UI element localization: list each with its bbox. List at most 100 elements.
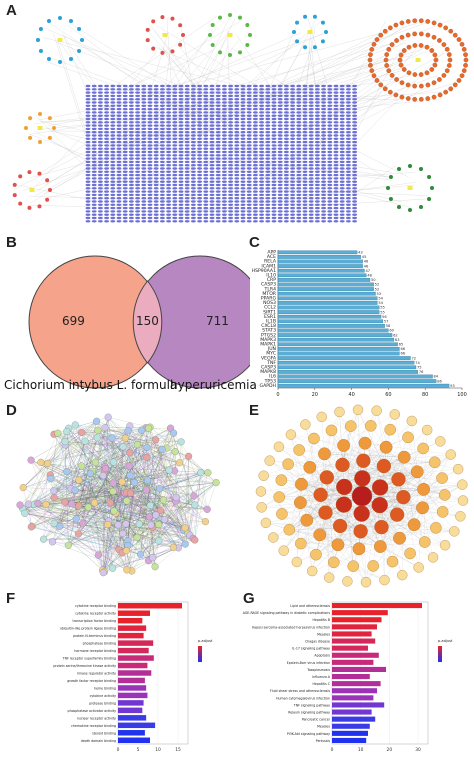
target-node bbox=[91, 157, 97, 160]
network-edge bbox=[339, 411, 364, 461]
target-node bbox=[184, 104, 190, 108]
target-node bbox=[346, 94, 351, 98]
target-node bbox=[203, 144, 209, 147]
target-node bbox=[296, 210, 302, 213]
ppi-node bbox=[130, 479, 138, 487]
target-node bbox=[228, 216, 234, 220]
target-node bbox=[110, 170, 116, 173]
target-node bbox=[160, 127, 165, 131]
target-node bbox=[222, 203, 227, 206]
target-node bbox=[284, 164, 289, 167]
target-node bbox=[98, 140, 103, 144]
target-node bbox=[122, 170, 128, 173]
target-node bbox=[240, 134, 246, 137]
target-node bbox=[315, 210, 320, 213]
target-node bbox=[265, 107, 271, 111]
target-node bbox=[327, 121, 333, 124]
target-node bbox=[160, 137, 165, 140]
ppi-edge bbox=[129, 475, 179, 548]
target-node bbox=[296, 193, 302, 197]
target-node bbox=[321, 131, 326, 134]
target-node bbox=[284, 177, 289, 180]
target-node bbox=[259, 173, 264, 177]
target-node bbox=[197, 147, 203, 150]
target-node bbox=[265, 144, 271, 147]
target-node bbox=[197, 190, 203, 193]
target-node bbox=[153, 147, 159, 150]
bar bbox=[277, 264, 363, 268]
target-node bbox=[184, 197, 190, 200]
target-node bbox=[265, 164, 271, 167]
compound-node bbox=[12, 182, 17, 187]
target-node bbox=[321, 114, 326, 117]
bar bbox=[332, 638, 376, 644]
target-node bbox=[246, 127, 252, 131]
target-node bbox=[333, 190, 339, 193]
category-label: TNF receptor superfamily binding bbox=[62, 657, 116, 661]
compound-node bbox=[178, 42, 183, 47]
target-node bbox=[346, 173, 351, 177]
target-node bbox=[98, 193, 103, 197]
target-node bbox=[110, 200, 116, 203]
target-node bbox=[234, 131, 240, 134]
target-node bbox=[178, 134, 184, 137]
target-node bbox=[222, 101, 227, 104]
target-node bbox=[153, 98, 159, 101]
target-node bbox=[85, 180, 91, 183]
target-node bbox=[278, 545, 289, 556]
plot-area bbox=[331, 601, 429, 745]
target-node bbox=[98, 84, 103, 88]
target-node bbox=[153, 183, 159, 187]
target-node bbox=[284, 144, 289, 147]
target-node bbox=[333, 177, 339, 180]
target-node bbox=[397, 450, 411, 464]
target-node bbox=[449, 526, 460, 537]
target-node bbox=[110, 197, 116, 200]
target-node bbox=[346, 124, 351, 127]
target-node bbox=[197, 187, 203, 190]
target-node bbox=[339, 144, 345, 147]
target-node bbox=[265, 193, 271, 197]
target-node bbox=[296, 177, 302, 180]
target-node bbox=[271, 124, 277, 127]
target-node bbox=[346, 167, 351, 170]
ppi-edge bbox=[28, 471, 105, 505]
target-node bbox=[191, 183, 196, 187]
ppi-edge bbox=[75, 424, 113, 439]
target-node bbox=[166, 167, 172, 170]
compound-node bbox=[425, 19, 431, 24]
compound-node bbox=[418, 31, 424, 37]
ppi-node bbox=[109, 487, 117, 496]
target-node bbox=[122, 121, 128, 124]
target-node bbox=[259, 131, 264, 134]
target-node bbox=[259, 213, 264, 216]
target-node bbox=[191, 98, 196, 101]
target-node bbox=[222, 134, 227, 137]
target-node bbox=[271, 117, 277, 121]
target-node bbox=[228, 114, 234, 117]
compound-node bbox=[405, 96, 411, 101]
target-node bbox=[296, 170, 302, 173]
target-node bbox=[277, 203, 283, 206]
target-node bbox=[290, 117, 295, 121]
target-node bbox=[110, 91, 116, 94]
target-node bbox=[315, 216, 320, 220]
target-node bbox=[284, 180, 289, 183]
compound-node bbox=[393, 92, 399, 98]
target-node bbox=[339, 164, 345, 167]
ppi-edge bbox=[187, 456, 189, 534]
target-node bbox=[122, 94, 128, 98]
target-node bbox=[85, 94, 91, 98]
target-node bbox=[184, 134, 190, 137]
target-node bbox=[222, 147, 227, 150]
ppi-node bbox=[84, 503, 92, 511]
bar bbox=[118, 655, 154, 661]
ppi-node bbox=[93, 434, 101, 442]
target-node bbox=[147, 173, 153, 177]
target-node bbox=[253, 117, 258, 121]
target-node bbox=[197, 210, 203, 213]
target-node bbox=[284, 154, 289, 157]
compound-node bbox=[429, 48, 435, 53]
target-node bbox=[321, 137, 326, 140]
category-label: growth factor receptor binding bbox=[67, 679, 116, 683]
